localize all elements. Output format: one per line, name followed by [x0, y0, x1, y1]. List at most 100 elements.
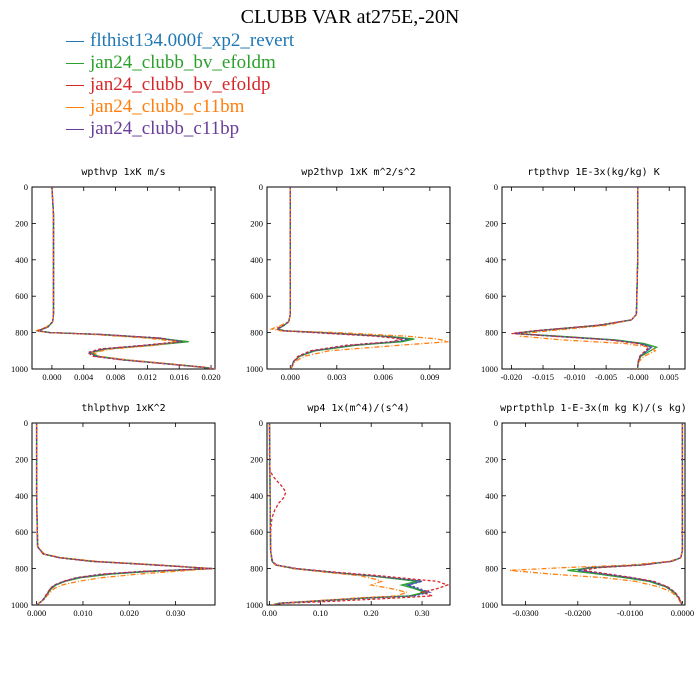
y-tick-label: 200 — [250, 454, 263, 464]
x-tick-label: 0.004 — [74, 372, 94, 382]
series-line — [35, 423, 213, 605]
y-tick-label: 1000 — [481, 364, 498, 374]
series-line — [35, 423, 213, 605]
x-tick-label: 0.005 — [660, 372, 679, 382]
x-tick-label: 0.020 — [201, 372, 220, 382]
x-tick-label: 0.0000 — [671, 608, 694, 618]
y-tick-label: 600 — [250, 527, 263, 537]
legend-label: jan24_clubb_c11bm — [90, 96, 245, 117]
x-tick-label: 0.10 — [313, 608, 328, 618]
y-tick-label: 1000 — [246, 364, 263, 374]
series-line — [577, 423, 684, 605]
y-tick-label: 200 — [485, 454, 498, 464]
series-line — [35, 187, 215, 369]
y-tick-label: 800 — [485, 328, 498, 338]
y-tick-label: 600 — [250, 291, 263, 301]
x-tick-label: 0.010 — [73, 608, 92, 618]
y-tick-label: 400 — [250, 255, 263, 265]
panel-title: wpthvp 1xK m/s — [81, 167, 165, 178]
series-line — [514, 187, 652, 369]
y-tick-label: 600 — [15, 527, 28, 537]
x-tick-label: 0.00 — [262, 608, 277, 618]
x-tick-label: -0.010 — [564, 372, 586, 382]
y-tick-label: 1000 — [481, 600, 498, 610]
panel: wp2thvp 1xK m^2/s^2 0 200 400 600 800 1000 0.00… — [246, 167, 451, 382]
x-tick-label: 0.006 — [374, 372, 393, 382]
series-line — [567, 423, 684, 605]
panel-title: thlpthvp 1xK^2 — [81, 403, 165, 414]
legend-swatch — [66, 63, 84, 65]
y-tick-label: 400 — [15, 255, 28, 265]
series-line — [268, 423, 427, 605]
x-tick-label: 0.20 — [364, 608, 379, 618]
y-tick-label: 600 — [485, 291, 498, 301]
y-tick-label: 200 — [485, 218, 498, 228]
legend-item: jan24_clubb_c11bm — [66, 96, 294, 118]
plot-frame — [501, 422, 686, 606]
x-tick-label: 0.003 — [327, 372, 346, 382]
legend-item: flthist134.000f_xp2_revert — [66, 30, 294, 52]
plot-frame — [266, 186, 451, 370]
series-line — [35, 423, 213, 605]
series-line — [509, 423, 684, 605]
y-tick-label: 800 — [250, 328, 263, 338]
legend: flthist134.000f_xp2_revert jan24_clubb_b… — [66, 30, 294, 140]
y-tick-label: 600 — [485, 527, 498, 537]
x-tick-label: -0.0300 — [512, 608, 538, 618]
x-tick-label: 0.012 — [138, 372, 157, 382]
y-tick-label: 0 — [259, 182, 263, 192]
y-tick-label: 0 — [494, 182, 498, 192]
y-tick-label: 400 — [485, 491, 498, 501]
series-line — [268, 423, 450, 605]
x-tick-label: 0.009 — [420, 372, 439, 382]
legend-swatch — [66, 129, 84, 131]
panel: wprtpthlp 1-E-3x(m kg K)/(s kg)0 200 400 60… — [481, 403, 694, 618]
x-tick-label: -0.0200 — [565, 608, 591, 618]
y-tick-label: 0 — [494, 418, 498, 428]
x-tick-label: -0.015 — [532, 372, 554, 382]
series-line — [519, 187, 657, 369]
y-tick-label: 600 — [15, 291, 28, 301]
legend-label: flthist134.000f_xp2_revert — [90, 30, 295, 51]
plot-frame — [266, 422, 451, 606]
y-tick-label: 0 — [24, 182, 28, 192]
y-tick-label: 1000 — [246, 600, 263, 610]
legend-item: jan24_clubb_bv_efoldm — [66, 52, 294, 74]
series-line — [276, 187, 409, 369]
x-tick-label: 0.020 — [120, 608, 139, 618]
x-tick-label: -0.005 — [595, 372, 617, 382]
x-tick-label: 0.000 — [281, 372, 300, 382]
legend-item: jan24_clubb_c11bp — [66, 118, 294, 140]
y-tick-label: 200 — [250, 218, 263, 228]
series-line — [274, 187, 403, 369]
y-tick-label: 800 — [485, 564, 498, 574]
series-line — [268, 423, 432, 605]
figure-title: CLUBB VAR at275E,-20N — [240, 6, 460, 28]
x-tick-label: 0.000 — [42, 372, 61, 382]
x-tick-label: -0.0100 — [617, 608, 643, 618]
series-line — [511, 187, 651, 369]
legend-swatch — [66, 41, 84, 43]
y-tick-label: 0 — [24, 418, 28, 428]
x-tick-label: 0.016 — [170, 372, 189, 382]
series-line — [37, 187, 215, 369]
panel-title: wp2thvp 1xK m^2/s^2 — [301, 167, 415, 178]
series-line — [35, 423, 213, 605]
y-tick-label: 800 — [15, 564, 28, 574]
y-tick-label: 800 — [15, 328, 28, 338]
y-tick-label: 1000 — [11, 600, 28, 610]
plot-frame — [501, 186, 686, 370]
y-tick-label: 200 — [15, 218, 28, 228]
y-tick-label: 400 — [485, 255, 498, 265]
x-tick-label: 0.008 — [106, 372, 125, 382]
panel-title: wprtpthlp 1-E-3x(m kg K)/(s kg) — [500, 403, 687, 414]
series-line — [269, 187, 449, 369]
legend-swatch — [66, 107, 84, 109]
y-tick-label: 400 — [15, 491, 28, 501]
x-tick-label: 0.30 — [415, 608, 430, 618]
legend-label: jan24_clubb_bv_efoldm — [90, 52, 276, 73]
panel: wpthvp 1xK m/s 0 200 400 600 800 1000 0.000 0.00… — [11, 167, 221, 382]
panel-title: rtpthvp 1E-3x(kg/kg) K — [527, 167, 659, 178]
